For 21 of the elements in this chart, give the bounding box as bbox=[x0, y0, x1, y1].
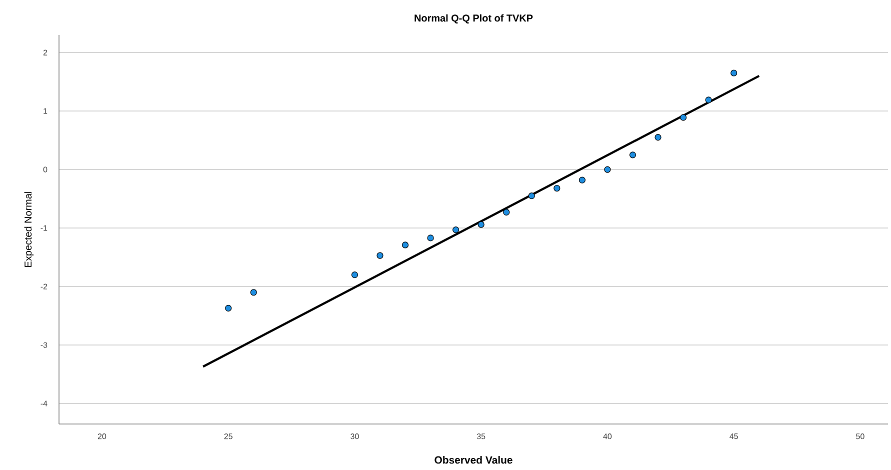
point bbox=[452, 226, 460, 234]
chart-title: Normal Q-Q Plot of TVKP bbox=[414, 14, 533, 24]
point bbox=[402, 242, 409, 248]
point bbox=[554, 184, 560, 192]
point bbox=[730, 70, 738, 76]
point bbox=[680, 114, 687, 121]
point bbox=[351, 272, 358, 278]
point bbox=[225, 304, 232, 312]
point bbox=[604, 166, 611, 173]
point bbox=[578, 176, 586, 184]
point bbox=[503, 208, 510, 216]
point bbox=[478, 221, 484, 228]
point bbox=[376, 252, 384, 259]
point bbox=[629, 152, 636, 158]
point bbox=[427, 234, 434, 242]
y-axis-title: Expected Normal bbox=[24, 192, 34, 267]
point bbox=[705, 96, 712, 104]
point bbox=[654, 134, 662, 141]
point bbox=[528, 192, 535, 200]
point bbox=[250, 289, 257, 296]
x-axis-title: Observed Value bbox=[434, 456, 512, 464]
